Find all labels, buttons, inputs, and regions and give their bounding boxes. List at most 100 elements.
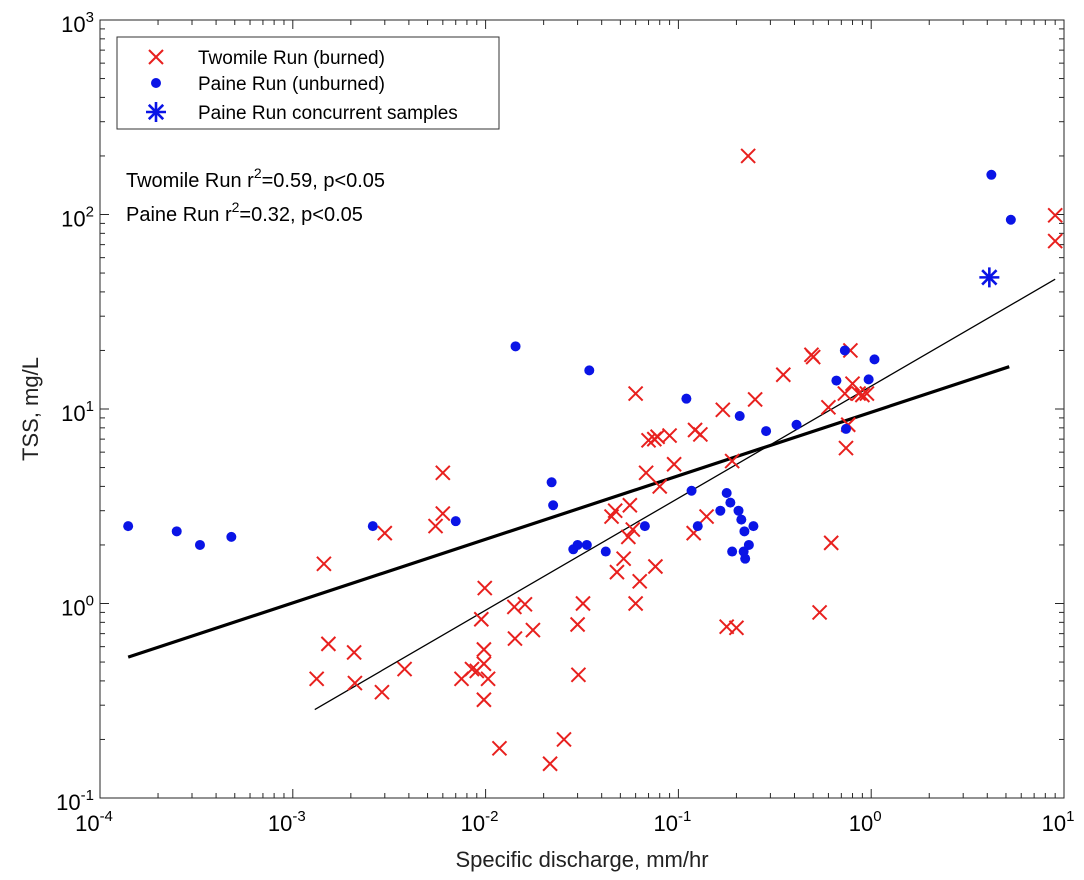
twomile-point — [622, 497, 638, 513]
x-tick-label: 10-3 — [268, 808, 306, 836]
twomile-point — [476, 692, 492, 708]
x-tick-label: 101 — [1042, 808, 1075, 836]
twomile-point — [517, 596, 533, 613]
paine-point — [681, 393, 692, 404]
plot-area — [99, 19, 1065, 799]
twomile-point — [480, 671, 496, 687]
paine-point — [869, 354, 880, 365]
twomile-point — [820, 399, 837, 416]
twomile-point — [647, 558, 664, 575]
legend-marker-concurrent — [146, 102, 166, 122]
twomile-point — [525, 622, 541, 638]
paine-point — [725, 497, 736, 508]
twomile-point — [692, 426, 709, 443]
twomile-point — [859, 385, 875, 402]
twomile-point — [740, 148, 756, 164]
twomile-point — [607, 502, 623, 519]
twomile-point — [661, 427, 678, 444]
twomile-point — [374, 684, 390, 700]
twomile-point — [377, 525, 393, 541]
twomile-point — [838, 440, 854, 456]
y-tick-label: 102 — [61, 204, 94, 232]
twomile-point — [1047, 233, 1063, 249]
paine-point — [715, 505, 726, 516]
fit-line-paine-run — [127, 365, 1010, 659]
twomile-point — [625, 521, 641, 538]
twomile-point — [435, 465, 451, 481]
paine-point — [831, 375, 842, 386]
twomile-point — [615, 550, 632, 567]
twomile-point — [715, 402, 731, 418]
paine-point — [748, 521, 759, 532]
twomile-point — [775, 367, 792, 383]
legend-label-concurrent: Paine Run concurrent samples — [198, 103, 458, 124]
twomile-point — [556, 731, 572, 748]
x-tick-label: 10-2 — [461, 808, 499, 836]
twomile-point — [427, 518, 444, 534]
twomile-point — [652, 478, 668, 495]
annotation-paine-stats: Paine Run r2=0.32, p<0.05 — [126, 199, 363, 226]
twomile-point — [464, 661, 480, 677]
annotation-twomile-stats: Twomile Run r2=0.59, p<0.05 — [126, 165, 385, 192]
twomile-point — [620, 529, 637, 545]
twomile-point — [747, 391, 763, 408]
paine-point — [639, 521, 650, 532]
y-tick-label: 101 — [61, 398, 94, 426]
twomile-point — [666, 456, 682, 472]
twomile-point — [476, 641, 492, 658]
twomile-point — [346, 644, 362, 661]
legend: Twomile Run (burned) Paine Run (unburned… — [116, 36, 500, 130]
twomile-point — [320, 636, 337, 652]
paine-point — [1005, 214, 1016, 225]
paine-point — [581, 539, 592, 550]
twomile-point — [728, 620, 745, 636]
paine-point — [739, 526, 750, 537]
y-tick-label: 10-1 — [56, 787, 94, 815]
twomile-point — [811, 604, 828, 621]
twomile-point — [542, 756, 558, 772]
paine-concurrent-point — [979, 267, 1000, 288]
twomile-point — [649, 429, 666, 445]
paine-point — [740, 553, 751, 564]
paine-point — [733, 505, 744, 516]
paine-point — [367, 521, 378, 532]
paine-point — [123, 521, 134, 532]
paine-point — [171, 526, 182, 537]
y-tick-label: 100 — [61, 593, 94, 621]
paine-point — [743, 539, 754, 550]
legend-label-paine: Paine Run (unburned) — [198, 74, 385, 95]
twomile-point — [724, 453, 740, 469]
legend-label-twomile: Twomile Run (burned) — [198, 48, 385, 69]
x-tick-label: 10-4 — [75, 808, 113, 836]
axis-tick-labels: 10-4 10-3 10-2 10-1 100 101 10-1 100 101 102 103 — [56, 9, 1074, 836]
x-tick-label: 10-1 — [653, 808, 691, 836]
twomile-point — [854, 387, 871, 403]
paine-point — [791, 419, 802, 430]
data-marks — [123, 148, 1063, 772]
twomile-point — [627, 385, 644, 402]
paine-point — [548, 500, 559, 511]
paine-point — [510, 341, 521, 352]
twomile-point — [823, 535, 839, 551]
legend-markers — [146, 49, 166, 122]
paine-point — [692, 521, 703, 532]
paine-point — [840, 423, 851, 434]
twomile-point — [476, 656, 492, 672]
twomile-point — [477, 580, 493, 596]
paine-point — [194, 539, 205, 550]
y-axis-title: TSS, mg/L — [18, 357, 43, 461]
twomile-point — [316, 556, 332, 572]
paine-point — [727, 546, 738, 557]
paine-point — [450, 516, 461, 527]
legend-box — [116, 36, 500, 130]
twomile-point — [396, 661, 413, 677]
paine-point — [761, 426, 772, 437]
twomile-point — [507, 630, 523, 647]
twomile-point — [632, 573, 648, 590]
twomile-point — [491, 740, 508, 757]
twomile-point — [308, 671, 325, 687]
axis-ticks — [99, 20, 1064, 799]
fit-lines — [127, 278, 1056, 711]
twomile-point — [570, 667, 587, 683]
